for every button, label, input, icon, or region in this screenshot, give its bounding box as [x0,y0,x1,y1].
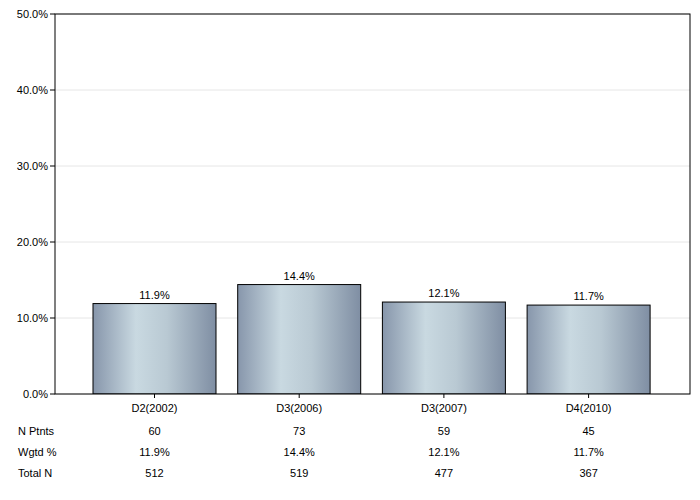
tick-label: 0.0% [23,388,48,400]
tick-label: 30.0% [17,160,48,172]
tick-mark [50,166,55,167]
table-cell: 512 [145,467,163,479]
grid-line [55,166,690,167]
table-cell: 60 [148,425,160,437]
plot-frame [55,14,690,394]
table-cell: 519 [290,467,308,479]
tick-mark [299,394,300,398]
tick-mark [443,394,444,398]
table-row-label: Wgtd % [18,446,57,458]
tick-label: 40.0% [17,84,48,96]
data-label: 11.7% [573,290,604,302]
bar [238,285,361,394]
chart: 0.0% 10.0% 20.0% 30.0% 40.0% 50.0% 11.9% 14.4% 1… [0,0,700,500]
bar [93,304,216,394]
data-label: 11.9% [139,289,170,301]
tick-label: 20.0% [17,236,48,248]
tick-mark [154,394,155,398]
bar [382,302,505,394]
tick-mark [50,242,55,243]
tick-mark [588,394,589,398]
tick-label: 50.0% [17,8,48,20]
category-label: D3(2006) [276,402,322,414]
tick-mark [50,318,55,319]
table-cell: 367 [579,467,597,479]
tick-mark [50,90,55,91]
table-cell: 73 [293,425,305,437]
table-cell: 11.7% [573,446,604,458]
grid-line [55,90,690,91]
tick-mark [50,14,55,15]
tick-mark [50,394,55,395]
table-cell: 59 [438,425,450,437]
table-cell: 45 [582,425,594,437]
category-label: D4(2010) [566,402,612,414]
category-label: D2(2002) [132,402,178,414]
table-row-label: Total N [18,467,52,479]
category-label: D3(2007) [421,402,467,414]
data-label: 14.4% [284,270,315,282]
table-row-label: N Ptnts [18,425,55,437]
table-cell: 477 [435,467,453,479]
bar [527,305,650,394]
table-cell: 14.4% [284,446,315,458]
table-cell: 12.1% [428,446,459,458]
grid-line [55,242,690,243]
bars [93,285,650,394]
table-cell: 11.9% [139,446,170,458]
data-label: 12.1% [428,287,459,299]
tick-label: 10.0% [17,312,48,324]
